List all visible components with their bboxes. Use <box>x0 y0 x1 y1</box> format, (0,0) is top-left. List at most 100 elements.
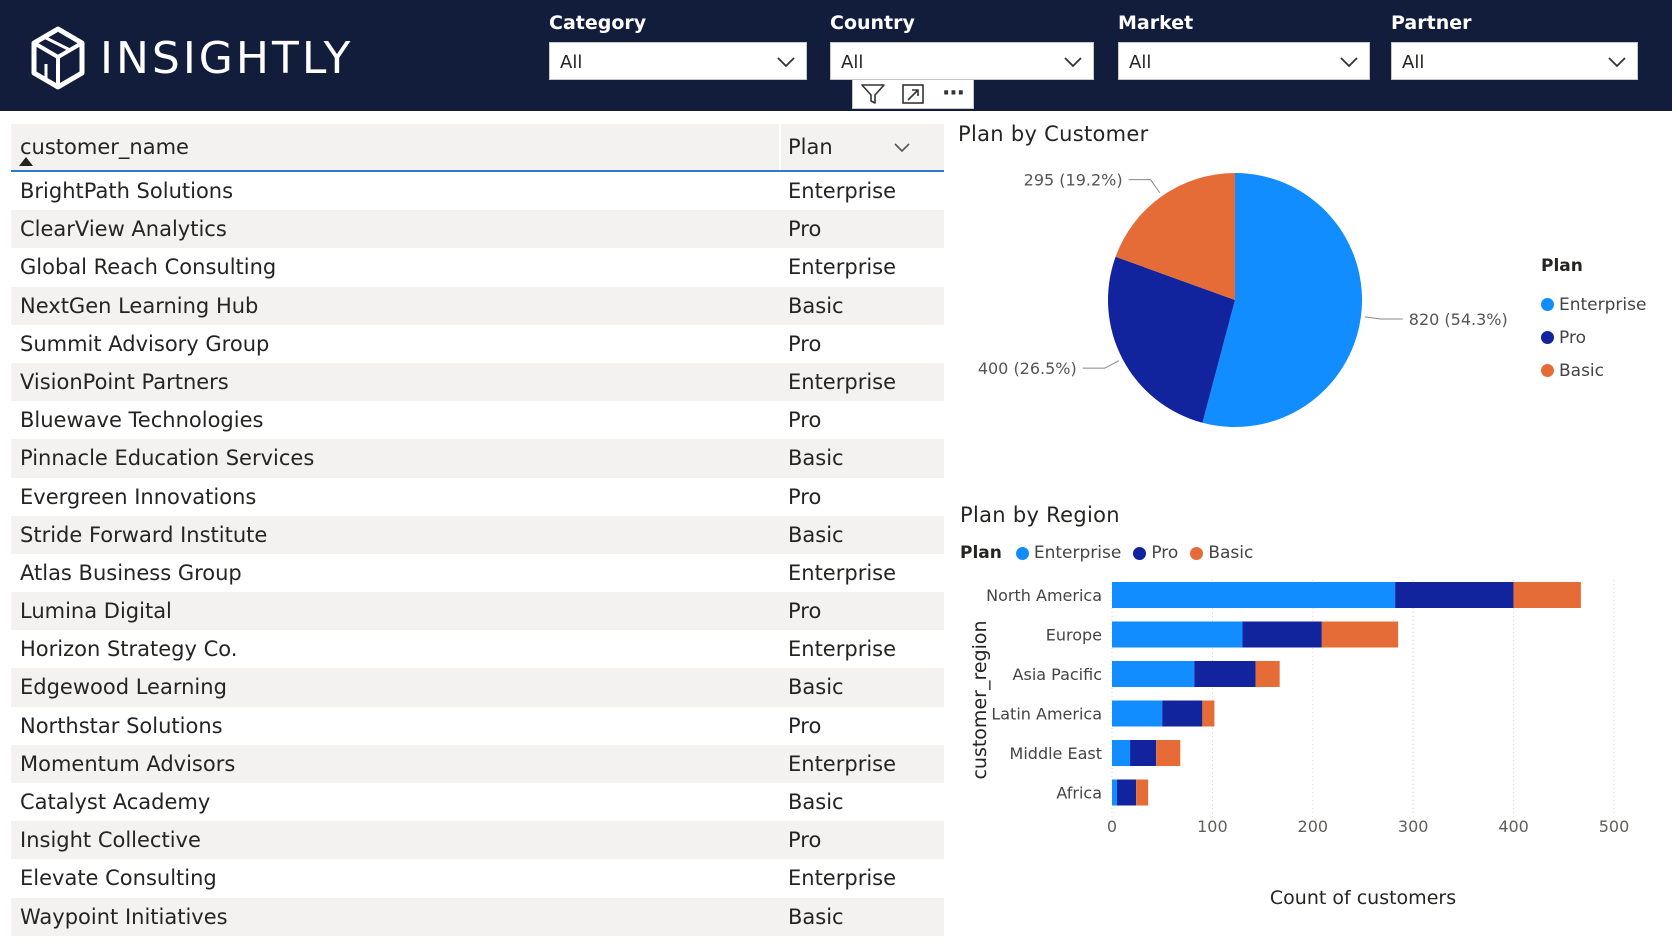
focus-mode-icon <box>902 84 924 104</box>
pie-slice-enterprise[interactable] <box>1202 173 1362 427</box>
cell-plan: Pro <box>788 217 822 242</box>
cell-customer-name: Bluewave Technologies <box>20 408 264 433</box>
cell-customer-name: NextGen Learning Hub <box>20 293 259 318</box>
bar-segment-pro[interactable] <box>1242 621 1322 648</box>
legend-item-pro[interactable]: Pro <box>1133 543 1178 563</box>
more-options-icon: ··· <box>941 81 965 106</box>
cell-plan: Pro <box>788 408 822 433</box>
pie-data-label: 295 (19.2%) <box>1024 171 1123 190</box>
chevron-down-icon <box>1340 57 1358 68</box>
table-row[interactable]: Horizon Strategy Co. Enterprise <box>11 630 944 668</box>
country-dropdown[interactable]: All <box>830 42 1094 80</box>
brand-logo: INSIGHTLY <box>30 26 353 90</box>
chevron-down-icon <box>777 57 795 68</box>
plan-by-customer-pie-chart: 820 (54.3%) 400 (26.5%) 295 (19.2%) <box>960 160 1672 480</box>
pie-label-leader <box>1082 360 1120 369</box>
filter-label: Partner <box>1391 12 1472 34</box>
bar-segment-pro[interactable] <box>1130 740 1157 766</box>
bar-segment-pro[interactable] <box>1395 582 1514 608</box>
legend-item-basic[interactable]: Basic <box>1190 543 1253 563</box>
bar-segment-pro[interactable] <box>1117 779 1137 806</box>
table-row[interactable]: Edgewood Learning Basic <box>11 668 944 707</box>
table-row[interactable]: Atlas Business Group Enterprise <box>11 554 944 592</box>
legend-title: Plan <box>1541 256 1583 276</box>
legend-label: Pro <box>1559 327 1586 348</box>
dropdown-value: All <box>1402 52 1425 73</box>
x-axis-title: Count of customers <box>1270 887 1456 909</box>
table-row[interactable]: Lumina Digital Pro <box>11 592 944 631</box>
filter-partner: Partner All <box>1391 10 1638 80</box>
pie-chart-svg: 820 (54.3%) 400 (26.5%) 295 (19.2%) <box>978 171 1508 427</box>
category-dropdown[interactable]: All <box>549 42 807 80</box>
cell-plan: Pro <box>788 331 822 356</box>
bar-segment-enterprise[interactable] <box>1112 740 1131 766</box>
bar-segment-basic[interactable] <box>1202 700 1215 727</box>
cell-plan: Basic <box>788 293 844 318</box>
bar-segment-enterprise[interactable] <box>1112 621 1243 648</box>
table-row[interactable]: Pinnacle Education Services Basic <box>11 439 944 478</box>
customer-plan-table: customer_name Plan BrightPath Solutions E… <box>11 124 944 936</box>
y-category-label: Asia Pacific <box>1013 665 1102 684</box>
table-row[interactable]: Insight Collective Pro <box>11 821 944 860</box>
cell-plan: Enterprise <box>788 179 897 203</box>
legend-item-enterprise[interactable]: Enterprise <box>1541 288 1646 321</box>
pie-legend: Plan Enterprise Pro Basic <box>1541 256 1646 387</box>
bar-chart-svg: 0 100 200 300 400 500 North America Europe Asia … <box>969 580 1629 909</box>
table-row[interactable]: Elevate Consulting Enterprise <box>11 859 944 897</box>
legend-label: Pro <box>1151 543 1179 563</box>
table-row[interactable]: NextGen Learning Hub Basic <box>11 286 944 325</box>
legend-title: Plan <box>960 543 1002 563</box>
table-row[interactable]: Bluewave Technologies Pro <box>11 401 944 439</box>
bar-segment-basic[interactable] <box>1156 740 1181 766</box>
bar-segment-enterprise[interactable] <box>1112 700 1163 727</box>
focus-mode-button[interactable] <box>893 80 933 108</box>
table-row[interactable]: Global Reach Consulting Enterprise <box>11 248 944 286</box>
cell-plan: Pro <box>788 713 822 738</box>
bar-segment-basic[interactable] <box>1136 779 1149 806</box>
filter-button[interactable] <box>853 80 893 108</box>
bar-segment-pro[interactable] <box>1194 661 1256 687</box>
table-row[interactable]: Northstar Solutions Pro <box>11 707 944 745</box>
legend-label: Enterprise <box>1033 543 1122 563</box>
cell-plan: Basic <box>788 904 844 929</box>
bar-segment-basic[interactable] <box>1255 661 1280 687</box>
bar-segment-enterprise[interactable] <box>1112 582 1396 608</box>
column-header-customer-name[interactable]: customer_name <box>20 135 189 159</box>
table-row[interactable]: Catalyst Academy Basic <box>11 783 944 821</box>
bar-legend: Plan Enterprise Pro Basic <box>960 541 1265 565</box>
legend-item-pro[interactable]: Pro <box>1541 321 1646 354</box>
market-dropdown[interactable]: All <box>1118 42 1370 80</box>
sort-ascending-icon[interactable] <box>19 157 33 166</box>
bar-segment-basic[interactable] <box>1321 621 1399 648</box>
bar-segment-pro[interactable] <box>1162 700 1203 727</box>
legend-item-basic[interactable]: Basic <box>1541 354 1646 387</box>
legend-dot <box>1541 331 1554 344</box>
cell-customer-name: ClearView Analytics <box>20 217 227 242</box>
table-row[interactable]: Momentum Advisors Enterprise <box>11 744 944 783</box>
table-row[interactable]: Summit Advisory Group Pro <box>11 325 944 363</box>
legend-dot <box>1190 546 1204 560</box>
pie-slice-pro[interactable] <box>1108 256 1235 423</box>
table-row[interactable]: Stride Forward Institute Basic <box>11 515 944 554</box>
cell-plan: Pro <box>788 599 822 624</box>
table-row[interactable]: Evergreen Innovations Pro <box>11 478 944 516</box>
table-row[interactable]: VisionPoint Partners Enterprise <box>11 362 944 402</box>
cell-customer-name: Pinnacle Education Services <box>20 446 315 471</box>
table-row[interactable]: BrightPath Solutions Enterprise <box>11 172 944 210</box>
legend-label: Basic <box>1559 360 1605 381</box>
pie-slice-basic[interactable] <box>1115 173 1235 300</box>
legend-item-enterprise[interactable]: Enterprise <box>1015 543 1122 563</box>
column-header-plan[interactable]: Plan <box>788 135 833 159</box>
pie-data-label: 820 (54.3%) <box>1409 310 1508 329</box>
table-row[interactable]: ClearView Analytics Pro <box>11 210 944 249</box>
bar-segment-enterprise[interactable] <box>1112 661 1195 687</box>
bar-segment-basic[interactable] <box>1513 582 1581 608</box>
cell-customer-name: Global Reach Consulting <box>20 255 277 280</box>
bar-segment-enterprise[interactable] <box>1112 779 1118 806</box>
legend-dot <box>1541 298 1554 311</box>
chevron-down-icon[interactable] <box>891 136 913 158</box>
filter-label: Category <box>549 12 647 34</box>
table-row[interactable]: Waypoint Initiatives Basic <box>11 897 944 936</box>
more-options-button[interactable]: ··· <box>933 80 973 108</box>
partner-dropdown[interactable]: All <box>1391 42 1638 80</box>
